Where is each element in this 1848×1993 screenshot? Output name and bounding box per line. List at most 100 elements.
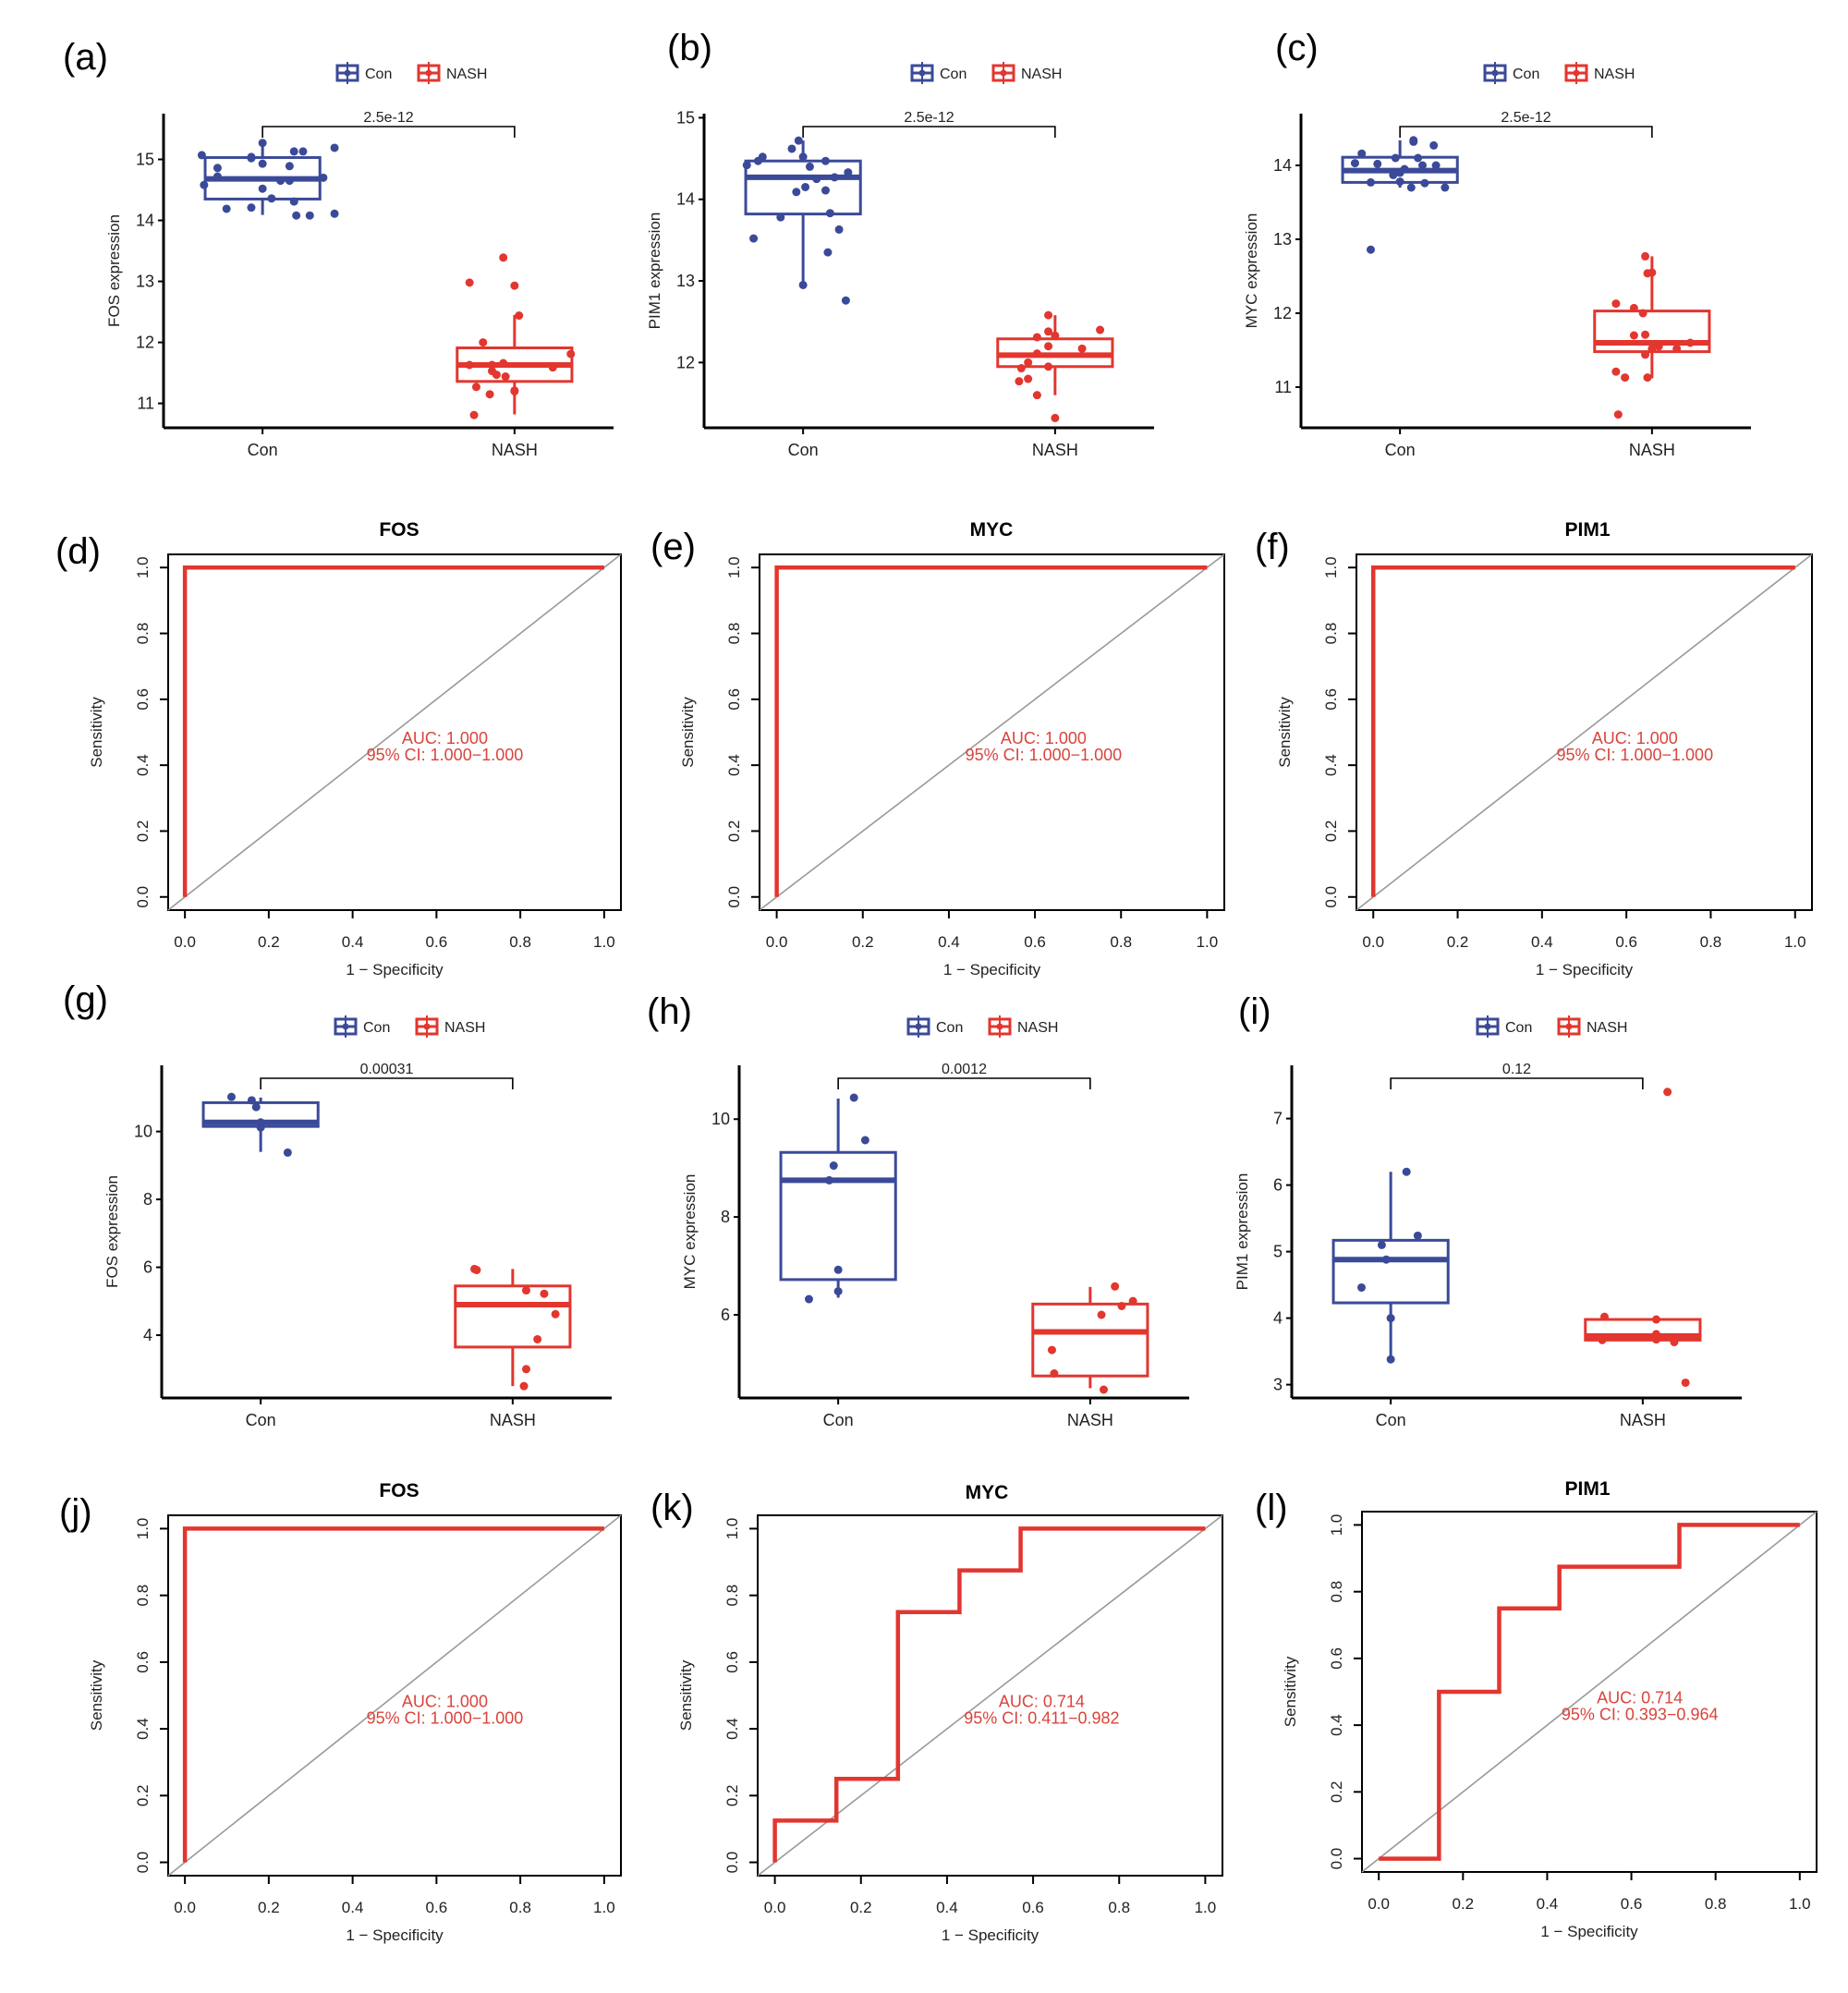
- y-tick-label: 0.6: [723, 1651, 741, 1673]
- legend-label: NASH: [446, 67, 487, 82]
- data-point-nash: [521, 1365, 530, 1374]
- significance-bracket: [1390, 1077, 1644, 1089]
- legend-key-con-icon: [906, 1015, 930, 1038]
- legend-key-nash-icon: [988, 1015, 1012, 1038]
- data-point-con: [1395, 177, 1404, 187]
- panel-label: (j): [59, 1492, 92, 1533]
- panel-h: (h) Con NASH 6 8 10 Con NASH MYC expression 0.001…: [647, 991, 1189, 1429]
- data-point-con: [833, 1265, 843, 1274]
- legend-key-nash-icon: [415, 1015, 439, 1038]
- plot-frame: [759, 553, 1225, 911]
- data-point-nash: [1024, 374, 1033, 383]
- y-tick-label: 0.0: [1322, 886, 1340, 908]
- chart-title: FOS: [379, 519, 419, 541]
- x-tick-label: 0.0: [1362, 933, 1384, 951]
- box-iqr: [1331, 1238, 1450, 1305]
- plot-frame: [757, 1514, 1223, 1877]
- data-point-con: [844, 168, 853, 177]
- box-nash: [1031, 1286, 1149, 1389]
- roc-curve: [774, 565, 1208, 897]
- auc-label: AUC: 1.000: [402, 1693, 488, 1711]
- data-point-con: [823, 248, 833, 257]
- x-tick-label: Con: [246, 1411, 276, 1429]
- data-point-con: [1377, 1240, 1386, 1249]
- auc-label: AUC: 1.000: [402, 729, 488, 747]
- x-tick-label: 0.2: [258, 1899, 280, 1916]
- data-point-con: [1431, 161, 1441, 170]
- legend: Con NASH: [335, 62, 487, 84]
- data-point-nash: [1051, 413, 1060, 422]
- legend-label: Con: [1513, 67, 1539, 82]
- p-value-label: 2.5e-12: [363, 110, 413, 126]
- data-point-nash: [1641, 251, 1650, 261]
- x-tick-label: 0.8: [1705, 1895, 1727, 1913]
- panel-b: (b) Con NASH 12 13 14 15 Con NASH PIM1 expression…: [646, 28, 1154, 459]
- data-point-nash: [1641, 330, 1650, 339]
- x-tick-label: 0.4: [1537, 1895, 1559, 1913]
- roc-curve: [1379, 1523, 1800, 1861]
- data-point-nash: [1099, 1385, 1108, 1394]
- box-con: [1331, 1172, 1450, 1360]
- data-point-nash: [1032, 391, 1041, 400]
- chart-title: MYC: [966, 1482, 1009, 1503]
- data-point-con: [247, 1096, 256, 1105]
- p-value-label: 2.5e-12: [1501, 110, 1550, 126]
- y-axis-label: PIM1 expression: [646, 213, 663, 330]
- data-point-con: [247, 152, 256, 162]
- roc-curve: [1370, 565, 1795, 897]
- data-point-con: [1414, 153, 1423, 163]
- legend-point-glyph: [915, 1023, 922, 1030]
- data-point-con: [1402, 1167, 1411, 1176]
- y-tick-label: 4: [1273, 1309, 1283, 1328]
- y-tick-label: 6: [721, 1306, 730, 1324]
- data-point-con: [251, 1102, 261, 1112]
- legend-point-glyph: [1573, 69, 1580, 77]
- legend-key-nash-icon: [417, 62, 441, 84]
- data-point-nash: [1051, 331, 1060, 340]
- plot-frame: [167, 1514, 622, 1877]
- data-point-nash: [1663, 1088, 1672, 1097]
- data-point-con: [1386, 1314, 1395, 1323]
- chart-title: MYC: [970, 519, 1014, 541]
- data-point-nash: [1629, 331, 1638, 340]
- panel-label: (g): [63, 979, 108, 1020]
- data-point-con: [267, 194, 276, 203]
- x-tick-label: 0.4: [936, 1899, 958, 1916]
- y-tick-label: 10: [711, 1110, 730, 1128]
- y-tick-label: 0.6: [134, 1651, 152, 1673]
- panel-label: (f): [1255, 527, 1290, 567]
- data-point-con: [1356, 1282, 1366, 1292]
- x-tick-label: 0.2: [852, 933, 874, 951]
- y-tick-label: 13: [136, 273, 154, 291]
- data-point-con: [753, 156, 762, 165]
- reference-diagonal: [1356, 553, 1813, 911]
- data-point-con: [1381, 1255, 1391, 1264]
- y-tick-label: 0.4: [723, 1718, 741, 1740]
- auc-label: AUC: 1.000: [1001, 729, 1087, 747]
- panel-label: (l): [1255, 1488, 1288, 1528]
- data-point-con: [319, 173, 328, 182]
- y-tick-label: 0.2: [134, 1785, 152, 1807]
- x-tick-label: Con: [248, 441, 278, 459]
- y-tick-label: 12: [1273, 304, 1292, 322]
- x-tick-label: NASH: [1629, 441, 1675, 459]
- significance-bracket: [1399, 126, 1653, 138]
- data-point-nash: [492, 371, 501, 380]
- box-iqr: [779, 1150, 897, 1282]
- data-point-con: [1417, 161, 1427, 170]
- legend-key-con-icon: [1476, 1015, 1500, 1038]
- y-tick-label: 0.0: [134, 1852, 152, 1874]
- y-tick-label: 8: [143, 1190, 152, 1209]
- data-point-con: [787, 144, 796, 153]
- roc-curve: [772, 1526, 1206, 1863]
- legend-label: Con: [936, 1020, 963, 1036]
- y-tick-label: 0.6: [134, 688, 152, 711]
- data-point-con: [742, 161, 751, 170]
- data-point-con: [292, 211, 301, 220]
- data-point-con: [749, 234, 759, 243]
- data-point-nash: [1621, 373, 1630, 383]
- legend-point-glyph: [1484, 1023, 1491, 1030]
- data-point-nash: [1611, 367, 1621, 376]
- data-point-nash: [1111, 1282, 1120, 1291]
- y-axis-label: Sensitivity: [679, 697, 697, 768]
